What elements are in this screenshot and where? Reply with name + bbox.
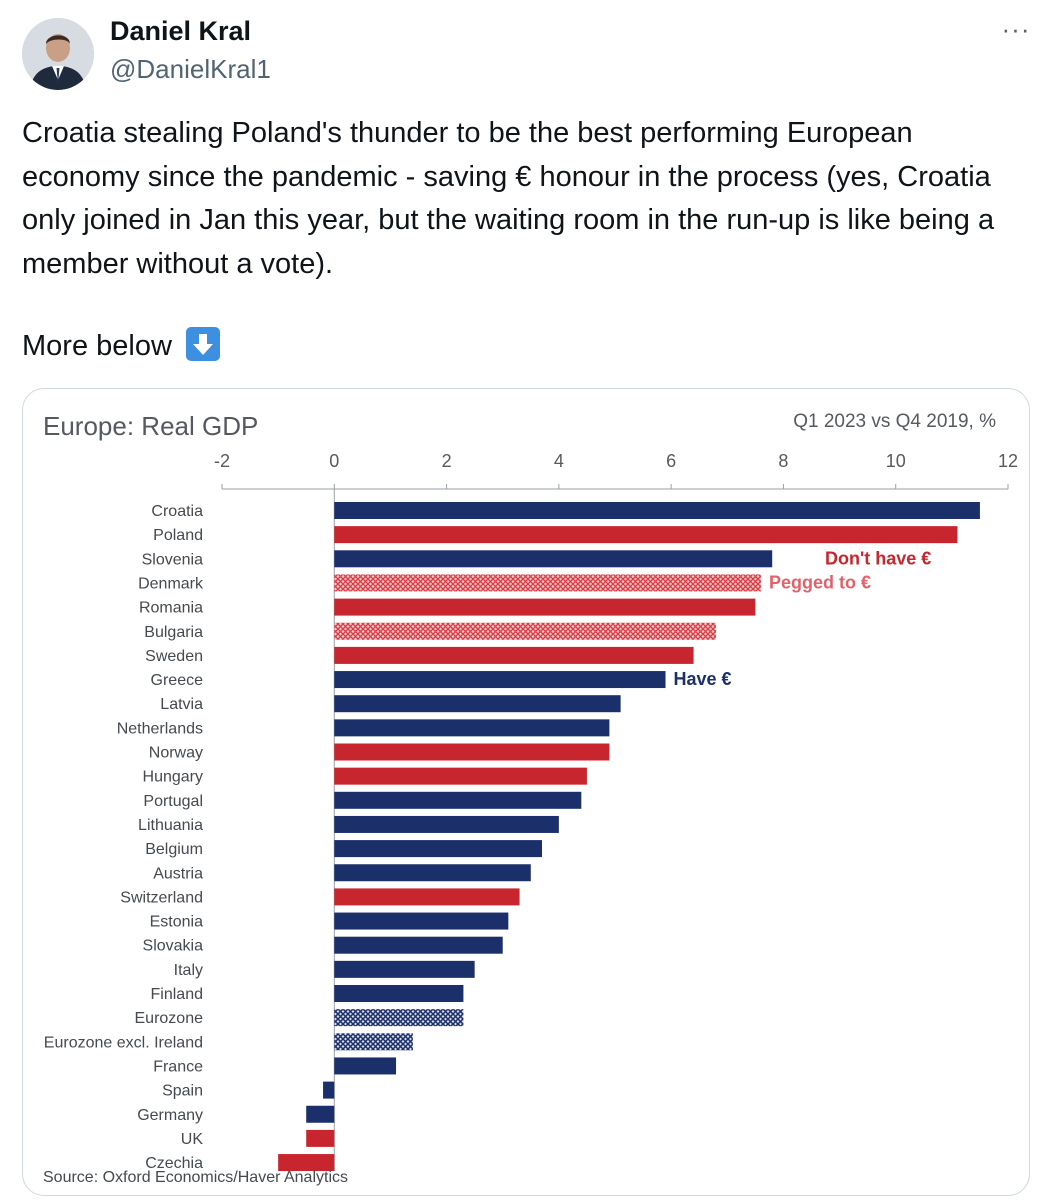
bar-finland [334,985,464,1002]
x-tick-label: 6 [666,451,676,471]
bar-uk [306,1129,335,1147]
avatar-image [22,18,94,90]
more-below-text: More below [22,330,172,362]
more-below-line: More below [22,325,220,369]
bar-bulgaria [334,622,717,640]
x-tick-label: -2 [214,451,230,471]
category-label: Estonia [150,914,203,931]
category-label: Denmark [138,575,204,592]
category-label: France [153,1058,203,1075]
bar-romania [334,598,756,616]
category-label: Eurozone excl. Ireland [44,1034,203,1051]
category-label: Lithuania [138,817,203,834]
down-arrow-emoji-icon [185,327,220,361]
category-label: Germany [137,1107,203,1124]
category-label: Norway [149,745,203,762]
bar-switzerland [334,888,520,906]
category-label: Latvia [160,696,203,713]
category-label: Austria [153,865,203,882]
tweet-text: Croatia stealing Poland's thunder to be … [22,117,995,280]
author-name[interactable]: Daniel Kral [110,16,252,46]
annotation-dont-have-euro: Don't have € [825,548,931,568]
bar-lithuania [334,815,559,833]
x-tick-label: 10 [886,451,906,471]
category-label: Croatia [151,503,203,520]
bar-eurozone [334,1009,464,1027]
chart-title: Europe: Real GDP [43,411,258,441]
x-tick-label: 8 [778,451,788,471]
bar-spain [323,1081,335,1099]
category-label: Belgium [145,841,203,858]
media-card[interactable]: Europe: Real GDP Q1 2023 vs Q4 2019, % -… [22,388,1030,1196]
category-label: Poland [153,527,203,544]
category-label: Czechia [145,1155,203,1172]
bar-hungary [334,767,587,785]
x-tick-label: 4 [554,451,564,471]
category-label: Greece [151,672,204,689]
category-label: Italy [174,962,203,979]
chart-source: Source: Oxford Economics/Haver Analytics [43,1169,348,1186]
bar-italy [334,960,475,978]
author-avatar[interactable] [22,18,94,90]
annotation-have-euro: Have € [674,669,732,689]
bar-france [334,1057,397,1075]
annotation-pegged-to-euro: Pegged to € [769,572,871,592]
bar-slovenia [334,550,773,568]
category-label: Portugal [143,793,203,810]
chart-subtitle: Q1 2023 vs Q4 2019, % [793,411,996,432]
bar-denmark [334,574,761,592]
bar-netherlands [334,719,610,737]
bar-germany [306,1105,335,1123]
category-label: Switzerland [120,889,203,906]
bar-latvia [334,695,621,713]
more-horizontal-icon: ··· [1001,14,1031,44]
bar-slovakia [334,936,503,954]
bar-sweden [334,646,694,664]
bar-portugal [334,791,582,809]
x-tick-label: 0 [329,451,339,471]
author-handle[interactable]: @DanielKral1 [110,54,271,84]
category-label: Bulgaria [144,624,203,641]
bar-austria [334,864,531,882]
category-label: Slovenia [142,551,203,568]
category-label: Hungary [143,769,203,786]
bar-eurozone-excl-ireland [334,1033,413,1051]
more-options-button[interactable]: ··· [996,14,1036,48]
bar-poland [334,526,958,544]
bar-belgium [334,840,543,858]
bar-croatia [334,502,980,519]
gdp-bar-chart: Europe: Real GDP Q1 2023 vs Q4 2019, % -… [43,411,1018,1186]
category-label: Sweden [145,648,203,665]
category-label: Eurozone [135,1010,204,1027]
category-label: Spain [162,1083,203,1100]
x-tick-label: 2 [442,451,452,471]
x-tick-label: 12 [998,451,1018,471]
category-label: UK [181,1131,204,1148]
category-label: Netherlands [117,720,203,737]
bar-greece [334,671,666,689]
category-label: Slovakia [143,938,204,955]
bar-czechia [278,1154,335,1172]
bar-estonia [334,912,509,930]
bar-norway [334,743,610,761]
category-label: Finland [151,986,203,1003]
category-label: Romania [139,600,203,617]
